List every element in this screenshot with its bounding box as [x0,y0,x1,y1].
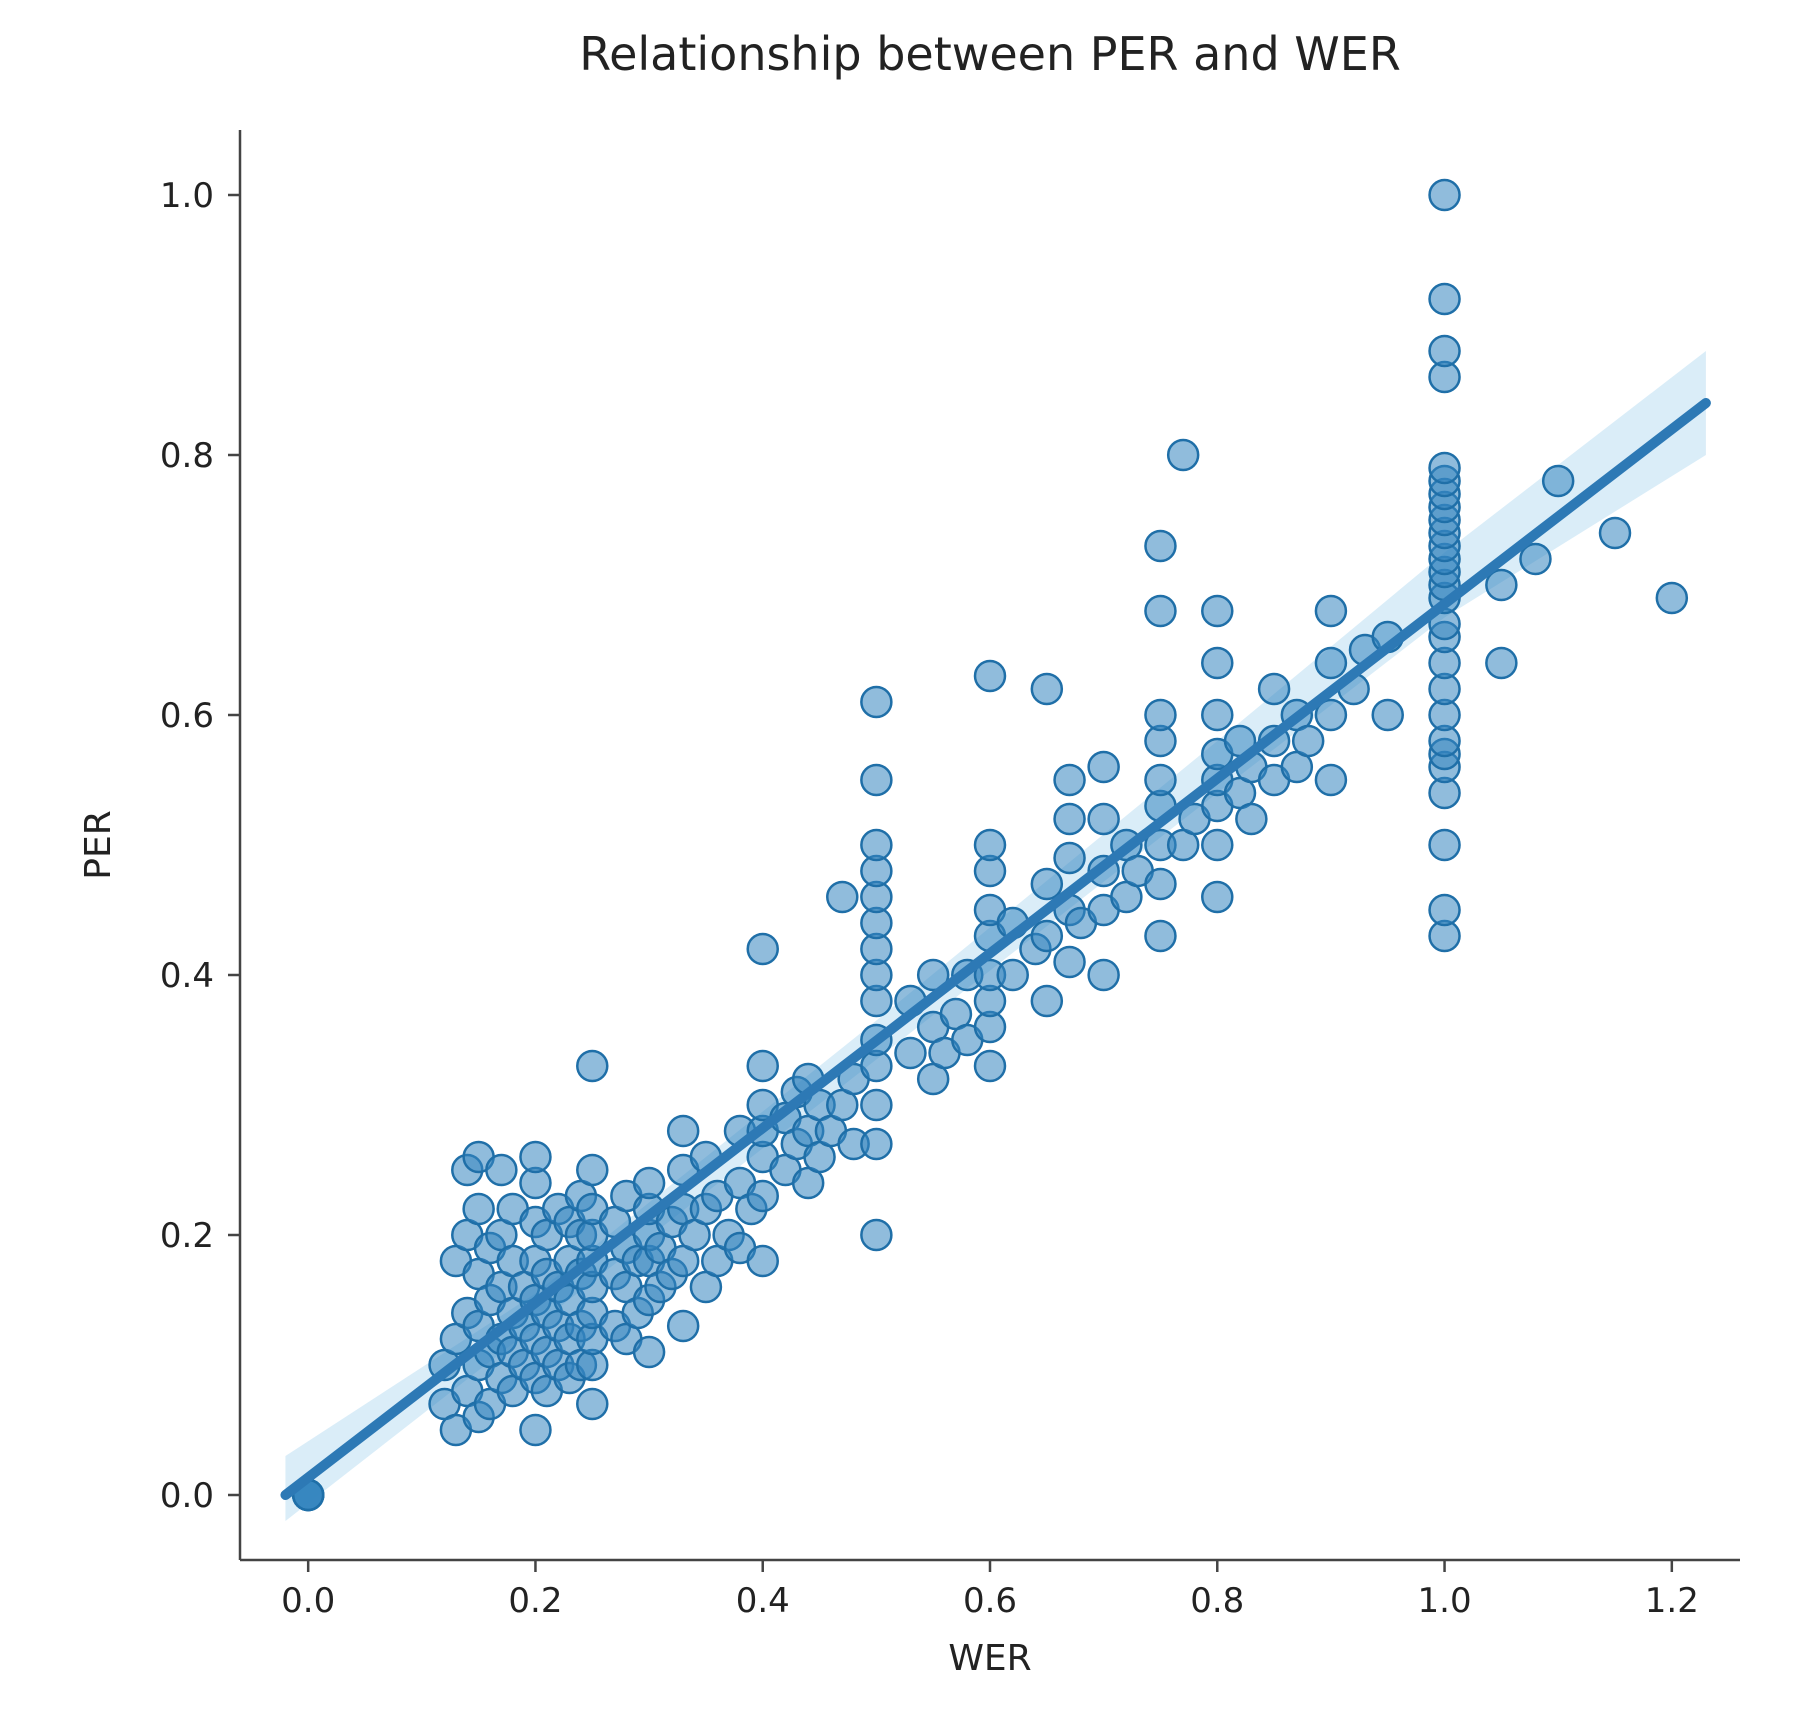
scatter-point [1430,830,1460,860]
scatter-point [1430,284,1460,314]
y-tick-label: 0.6 [160,696,214,736]
scatter-point [1145,531,1175,561]
scatter-point [975,830,1005,860]
scatter-chart: 0.0 0.2 0.4 0.6 0.8 1.0 1.2 0.0 0.2 0.4 0.6 0.8 1.0 W… [0,0,1800,1713]
scatter-point [668,1116,698,1146]
scatter-point [1486,648,1516,678]
scatter-point [1089,804,1119,834]
scatter-point [520,1142,550,1172]
scatter-point [1089,752,1119,782]
scatter-point [1657,583,1687,613]
scatter-point [464,1194,494,1224]
scatter-point [1145,596,1175,626]
scatter-point [748,1051,778,1081]
scatter-point [1236,804,1266,834]
scatter-point [1055,947,1085,977]
scatter-point [486,1155,516,1185]
scatter-point [1055,843,1085,873]
y-axis-label: PER [78,810,119,879]
scatter-point [577,1389,607,1419]
x-tick-label: 1.0 [1418,1581,1472,1621]
scatter-point [861,1129,891,1159]
scatter-point [1145,921,1175,951]
x-tick-label: 1.2 [1645,1581,1699,1621]
scatter-point [1032,869,1062,899]
scatter-point [975,661,1005,691]
scatter-point [1430,895,1460,925]
scatter-point [1032,921,1062,951]
scatter-point [1202,596,1232,626]
scatter-point [1600,518,1630,548]
scatter-point [1316,765,1346,795]
scatter-point [1430,180,1460,210]
scatter-point [1032,674,1062,704]
scatter-point [1202,882,1232,912]
scatter-point [861,687,891,717]
y-tick-label: 0.8 [160,436,214,476]
scatter-point [1430,453,1460,483]
scatter-point [577,1155,607,1185]
scatter-point [861,1090,891,1120]
scatter-point [1145,700,1175,730]
scatter-point [998,960,1028,990]
scatter-point [1202,700,1232,730]
scatter-point [861,830,891,860]
scatter-point [1259,674,1289,704]
scatter-point [1168,440,1198,470]
scatter-point [748,1246,778,1276]
scatter-point [1032,986,1062,1016]
y-tick-label: 0.2 [160,1216,214,1256]
x-tick-label: 0.8 [1190,1581,1244,1621]
scatter-point [520,1415,550,1445]
scatter-point [827,882,857,912]
scatter-point [1145,765,1175,795]
scatter-point [634,1337,664,1367]
scatter-point [1430,336,1460,366]
y-tick-label: 1.0 [160,176,214,216]
scatter-point [861,1220,891,1250]
y-tick-label: 0.0 [160,1476,214,1516]
scatter-point [1202,648,1232,678]
scatter-point [1543,466,1573,496]
scatter-point [748,934,778,964]
scatter-point [1293,726,1323,756]
scatter-point [861,765,891,795]
x-axis-label: WER [948,1638,1031,1679]
y-tick-label: 0.4 [160,956,214,996]
scatter-point [1316,596,1346,626]
x-tick-label: 0.2 [508,1581,562,1621]
scatter-point [1316,648,1346,678]
scatter-point [1089,960,1119,990]
scatter-point [1373,700,1403,730]
x-tick-label: 0.6 [963,1581,1017,1621]
chart-container: 0.0 0.2 0.4 0.6 0.8 1.0 1.2 0.0 0.2 0.4 0.6 0.8 1.0 W… [0,0,1800,1713]
scatter-point [1055,765,1085,795]
scatter-point [1055,804,1085,834]
scatter-point [895,1038,925,1068]
scatter-point [1145,869,1175,899]
x-tick-label: 0.0 [281,1581,335,1621]
scatter-point [668,1311,698,1341]
scatter-point [1202,830,1232,860]
chart-title: Relationship between PER and WER [579,27,1401,81]
scatter-point [1520,544,1550,574]
scatter-point [748,1181,778,1211]
x-tick-label: 0.4 [736,1581,790,1621]
scatter-point [634,1168,664,1198]
scatter-point [577,1051,607,1081]
scatter-point [975,1051,1005,1081]
